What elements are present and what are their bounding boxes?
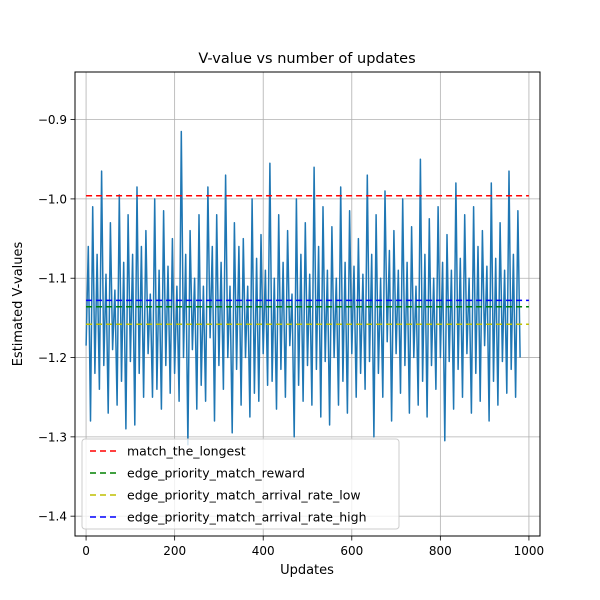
legend-label: edge_priority_match_arrival_rate_high: [127, 510, 367, 525]
series-layer: [85, 130, 521, 446]
legend-label: edge_priority_match_arrival_rate_low: [127, 488, 361, 503]
plot-frame: [74, 71, 541, 537]
y-tick-label: −1.1: [38, 272, 67, 286]
legend-label: edge_priority_match_reward: [127, 466, 305, 481]
x-tick-label: 400: [252, 544, 275, 558]
x-tick-label: 800: [429, 544, 452, 558]
y-tick-label: −1.4: [38, 510, 67, 524]
legend: match_the_longest edge_priority_match_rew…: [81, 438, 400, 530]
y-axis-ticks: −1.4 −1.3 −1.2 −1.1 −1.0 −0.9: [38, 113, 75, 524]
legend-box: [81, 438, 400, 530]
x-axis-label: Updates: [280, 563, 334, 578]
x-axis-ticks: 0 200 400 600 800 1000: [82, 536, 544, 558]
x-tick-label: 0: [82, 544, 90, 558]
y-tick-label: −1.2: [38, 351, 67, 365]
x-tick-label: 1000: [514, 544, 545, 558]
legend-label: match_the_longest: [127, 444, 246, 459]
x-tick-label: 600: [340, 544, 363, 558]
chart-title: V-value vs number of updates: [198, 51, 415, 67]
y-axis-label: Estimated V-values: [11, 241, 26, 366]
y-tick-label: −1.0: [38, 192, 67, 206]
x-tick-label: 200: [163, 544, 186, 558]
y-tick-label: −1.3: [38, 430, 67, 444]
y-tick-label: −0.9: [38, 113, 67, 127]
reference-lines: [86, 194, 529, 325]
series-line-v-values: [85, 130, 521, 446]
